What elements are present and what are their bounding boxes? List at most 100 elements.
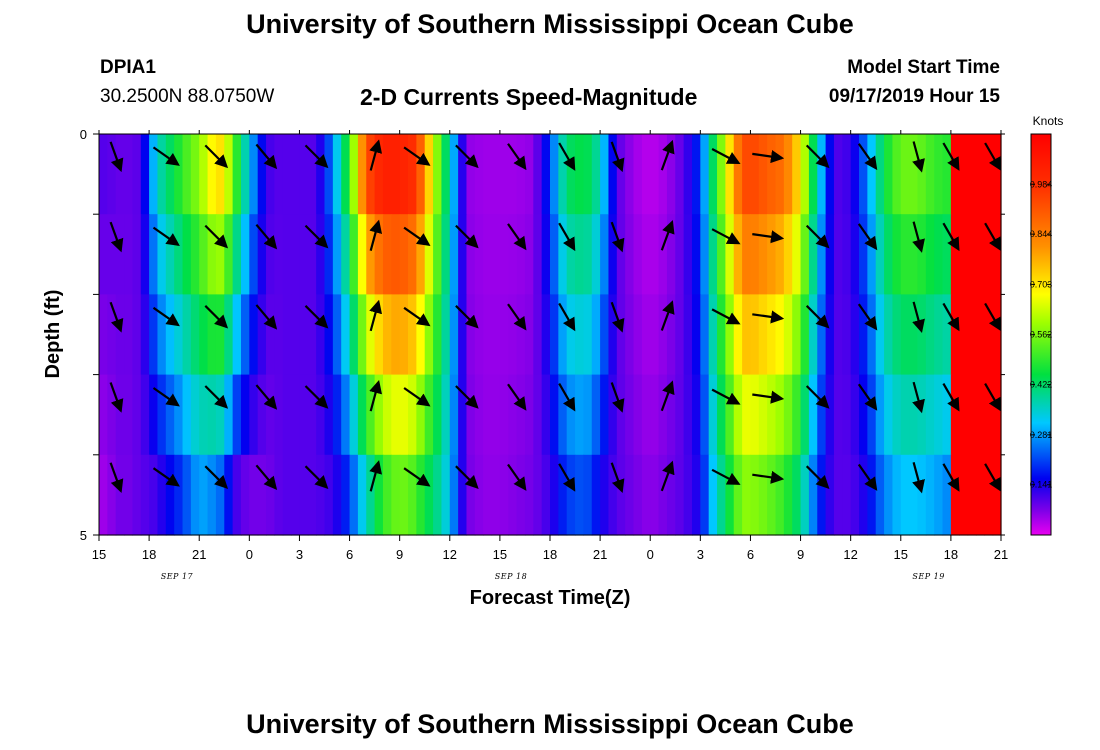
heatmap-cell: [399, 454, 409, 536]
heatmap-cell: [140, 374, 150, 456]
heatmap-cell: [408, 134, 417, 215]
heatmap-cell: [441, 214, 451, 295]
heatmap-cell: [291, 454, 301, 536]
heatmap-cell: [124, 374, 134, 456]
bottom-title: University of Southern Mississippi Ocean…: [246, 709, 854, 739]
date-label: SEP 18: [495, 572, 527, 581]
heatmap-cell: [641, 294, 651, 376]
current-vector-arrow: [857, 223, 878, 251]
heatmap-cell: [833, 454, 843, 536]
heatmap-cell: [691, 214, 701, 295]
heatmap-cell: [157, 134, 167, 215]
heatmap-cell: [240, 374, 250, 456]
heatmap-cell: [708, 134, 718, 215]
heatmap-cell: [349, 374, 359, 456]
x-tick-label: 15: [493, 547, 507, 562]
current-vector-arrow: [857, 383, 878, 411]
heatmap-cell: [433, 374, 443, 456]
heatmap-cell: [274, 374, 284, 456]
heatmap-cell: [675, 294, 685, 376]
heatmap-cell: [783, 454, 793, 536]
current-vector-arrow: [507, 303, 527, 331]
x-tick-label: 12: [443, 547, 457, 562]
heatmap-cell: [416, 134, 426, 215]
heatmap-cell: [950, 374, 960, 456]
heatmap-cell: [357, 454, 367, 536]
heatmap-cell: [215, 214, 225, 295]
current-vector-arrow: [304, 224, 329, 249]
colorbar-tick-label: 0.984: [1030, 179, 1053, 189]
heatmap-cell: [374, 294, 384, 376]
heatmap-cell: [366, 214, 376, 295]
current-vector-arrow: [660, 300, 675, 331]
heatmap-cell: [600, 454, 610, 536]
heatmap-cell: [842, 214, 852, 295]
heatmap-cell: [282, 374, 292, 456]
y-tick-label: 0: [80, 127, 87, 142]
heatmap-cell: [366, 454, 376, 536]
x-tick-label: 18: [944, 547, 958, 562]
heatmap-cell: [307, 454, 317, 536]
heatmap-cell: [533, 294, 543, 376]
model-start-label: Model Start Time: [847, 57, 1000, 78]
heatmap-cell: [959, 374, 969, 456]
heatmap-cell: [249, 454, 259, 536]
heatmap-cell: [149, 454, 159, 536]
current-vector-arrow: [942, 383, 960, 412]
heatmap-cell: [165, 214, 175, 295]
heatmap-cell: [316, 374, 326, 456]
heatmap-cell: [499, 454, 509, 536]
heatmap-cell: [708, 374, 718, 456]
heatmap-cell: [633, 134, 643, 215]
current-vector-arrow: [369, 299, 383, 332]
heatmap-cell: [524, 294, 534, 376]
heatmap-cell: [783, 134, 793, 215]
heatmap-cell: [658, 214, 668, 295]
current-vector-arrow: [507, 143, 527, 171]
heatmap-cell: [516, 374, 526, 456]
heatmap-cell: [934, 214, 944, 295]
heatmap-cell: [591, 454, 601, 536]
heatmap-cell: [600, 374, 610, 456]
heatmap-cell: [324, 294, 334, 376]
heatmap-cell: [934, 294, 944, 376]
heatmap-cell: [733, 454, 743, 536]
current-vector-arrow: [857, 143, 878, 171]
colorbar-tick-label: 0.141: [1030, 480, 1053, 490]
heatmap-cell: [157, 294, 167, 376]
heatmap-cell: [550, 134, 559, 215]
heatmap-cell: [700, 214, 710, 295]
heatmap-cell: [491, 214, 501, 295]
heatmap-cell: [850, 214, 860, 295]
heatmap-cell: [249, 134, 259, 215]
heatmap-cell: [491, 454, 501, 536]
heatmap-cell: [215, 134, 225, 215]
heatmap-cell: [299, 214, 309, 295]
heatmap-cell: [307, 134, 317, 215]
heatmap-cell: [925, 454, 935, 536]
heatmap-cell: [850, 374, 860, 456]
heatmap-cell: [616, 374, 626, 456]
heatmap-cell: [391, 454, 401, 536]
current-vector-arrow: [610, 141, 625, 173]
heatmap-cell: [466, 454, 476, 536]
heatmap-cell: [483, 214, 493, 295]
heatmap-cell: [942, 134, 952, 215]
heatmap-cell: [775, 374, 785, 456]
x-tick-label: 21: [593, 547, 607, 562]
heatmap-cell: [240, 294, 250, 376]
heatmap-cell: [708, 294, 718, 376]
heatmap-cell: [583, 134, 593, 215]
heatmap-cell: [182, 134, 192, 215]
heatmap-cell: [182, 374, 192, 456]
heatmap-cell: [499, 214, 509, 295]
heatmap-cell: [524, 454, 534, 536]
heatmap-cell: [942, 454, 952, 536]
heatmap-cell: [625, 374, 635, 456]
current-vector-arrow: [984, 142, 1002, 171]
current-vector-arrow: [403, 226, 431, 247]
heatmap-cell: [124, 454, 134, 536]
x-tick-label: 18: [543, 547, 557, 562]
heatmap-cell: [658, 454, 668, 536]
heatmap-cell: [666, 214, 676, 295]
